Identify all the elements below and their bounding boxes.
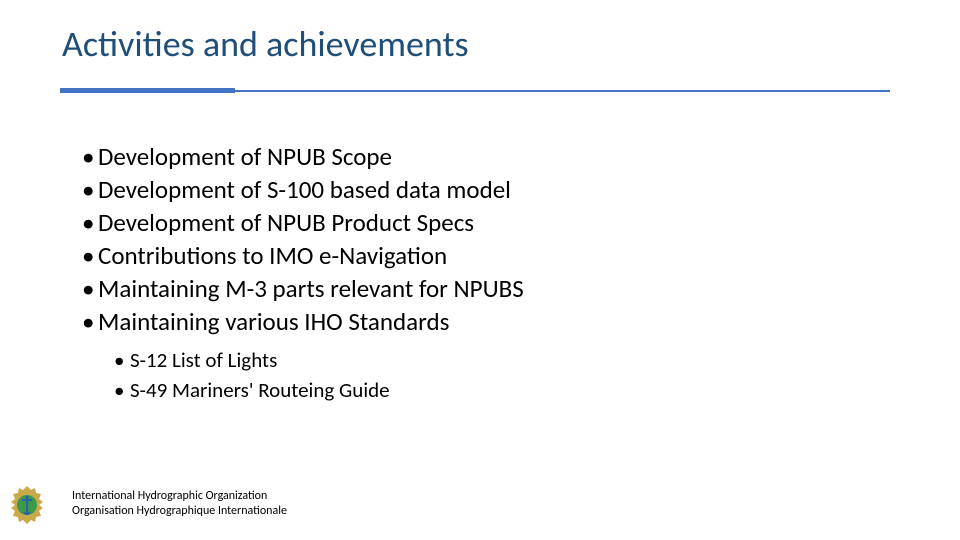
slide-title: Activities and achievements <box>62 22 469 66</box>
sub-bullet-item: S-12 List of Lights <box>82 346 524 374</box>
bullet-item: Contributions to IMO e-Navigation <box>82 239 524 272</box>
footer-line-1: International Hydrographic Organization <box>72 489 287 505</box>
title-underline-thin <box>235 90 890 92</box>
sub-bullet-group: S-12 List of Lights S-49 Mariners' Route… <box>82 346 524 405</box>
bullet-item: Maintaining various IHO Standards <box>82 305 524 338</box>
sub-bullet-item: S-49 Mariners' Routeing Guide <box>82 376 524 404</box>
footer-line-2: Organisation Hydrographique Internationa… <box>72 504 287 520</box>
iho-logo-icon <box>6 484 48 528</box>
bullet-item: Development of NPUB Scope <box>82 140 524 173</box>
title-underline-thick <box>60 88 235 93</box>
bullet-item: Maintaining M-3 parts relevant for NPUBS <box>82 272 524 305</box>
content-area: Development of NPUB Scope Development of… <box>82 140 524 405</box>
bullet-item: Development of NPUB Product Specs <box>82 206 524 239</box>
footer-text: International Hydrographic Organization … <box>72 489 287 520</box>
bullet-item: Development of S-100 based data model <box>82 173 524 206</box>
